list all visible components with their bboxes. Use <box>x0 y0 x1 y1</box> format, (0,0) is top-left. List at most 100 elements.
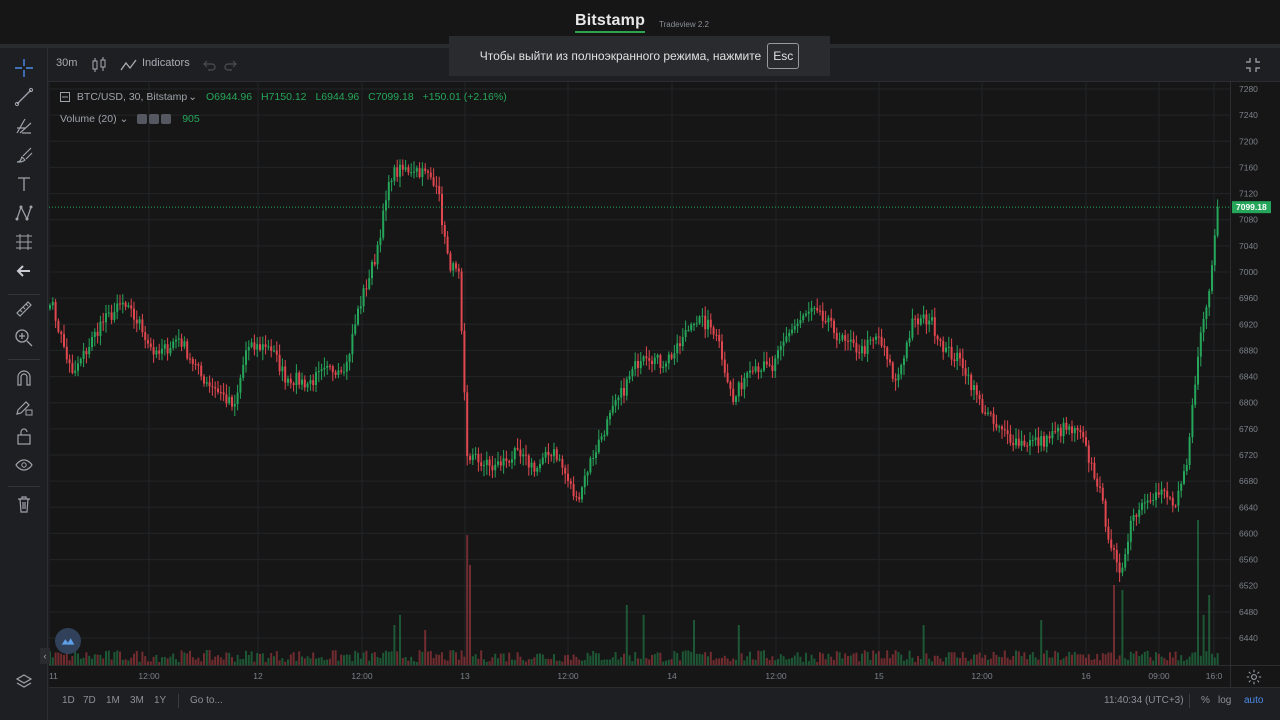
candle-body <box>583 475 586 488</box>
volume-bar <box>1163 658 1166 665</box>
price-chart[interactable] <box>48 82 1230 665</box>
volume-bar <box>1034 657 1037 665</box>
chart-type-button[interactable] <box>90 56 108 74</box>
pattern-tool[interactable] <box>12 201 36 225</box>
candle-body <box>544 451 547 458</box>
candle-body <box>639 361 642 368</box>
time-axis[interactable]: 11 12:00 12 12:00 13 12:00 14 12:00 15 12:00 16 09:… <box>49 665 1230 687</box>
price-tick-label: 6840 <box>1239 372 1258 382</box>
volume-bar <box>875 653 877 665</box>
candle-body <box>149 343 152 348</box>
volume-bar <box>219 657 222 665</box>
volume-bar <box>849 655 852 665</box>
chevron-down-icon[interactable]: ⌄ <box>188 91 198 103</box>
volume-study-title[interactable]: Volume (20) <box>60 113 117 125</box>
chart-pane[interactable] <box>48 82 1230 665</box>
undo-button[interactable] <box>200 56 218 74</box>
chevron-down-icon[interactable]: ⌄ <box>116 113 129 125</box>
candle-body <box>1183 471 1185 484</box>
settings-icon[interactable] <box>149 114 160 125</box>
candle-body <box>505 458 508 462</box>
range-7d[interactable]: 7D <box>83 695 96 706</box>
indicators-button[interactable]: Indicators <box>142 57 190 69</box>
volume-bar <box>653 654 656 665</box>
candle-body <box>1020 440 1023 446</box>
candle-body <box>340 370 343 372</box>
volume-bar <box>917 656 919 665</box>
percent-scale-toggle[interactable]: % <box>1201 695 1210 706</box>
range-1y[interactable]: 1Y <box>154 695 167 706</box>
volume-bar <box>1141 654 1143 665</box>
tradingview-logo-button[interactable] <box>55 628 81 654</box>
candle-body <box>312 380 315 386</box>
crosshair-tool[interactable] <box>12 56 36 80</box>
volume-bar <box>449 650 452 665</box>
candle-body <box>222 392 225 395</box>
range-1m[interactable]: 1M <box>106 695 120 706</box>
candle-body <box>793 325 796 330</box>
volume-bar <box>438 654 441 665</box>
volume-bar <box>513 659 516 665</box>
range-1d[interactable]: 1D <box>62 695 75 706</box>
bitstamp-logo[interactable]: Bitstamp <box>575 12 646 29</box>
symbol-title[interactable]: BTC/USD, 30, Bitstamp <box>76 91 188 103</box>
candle-body <box>707 319 709 330</box>
text-tool[interactable] <box>12 172 36 196</box>
volume-bar <box>757 650 760 665</box>
volume-bar <box>499 653 502 665</box>
candle-body <box>875 336 877 340</box>
volume-bar <box>93 654 96 665</box>
back-tool[interactable] <box>12 259 36 283</box>
lock-tool[interactable] <box>12 424 36 448</box>
candle-body <box>452 263 455 271</box>
volume-bar <box>427 651 429 665</box>
prediction-tool[interactable] <box>12 230 36 254</box>
magnet-tool[interactable] <box>12 366 36 390</box>
candle-body <box>1121 567 1124 573</box>
indicators-icon-wrap[interactable] <box>120 56 138 74</box>
close-icon[interactable] <box>161 114 172 125</box>
ruler-tool[interactable] <box>12 297 36 321</box>
brush-tool[interactable] <box>12 143 36 167</box>
fib-tool[interactable] <box>12 114 36 138</box>
volume-bar <box>1059 659 1062 665</box>
zoom-tool[interactable] <box>12 326 36 350</box>
volume-bar <box>903 660 905 665</box>
fullscreen-button[interactable] <box>1244 56 1262 74</box>
volume-bar <box>768 660 771 665</box>
auto-scale-toggle[interactable]: auto <box>1244 695 1264 706</box>
chart-settings-corner[interactable] <box>1230 665 1280 687</box>
range-3m[interactable]: 3M <box>130 695 144 706</box>
volume-bar <box>765 657 768 665</box>
candle-body <box>161 348 163 354</box>
goto-date-button[interactable]: Go to... <box>190 695 223 706</box>
price-tick-label: 7240 <box>1239 110 1258 120</box>
volume-bar <box>488 661 491 665</box>
candle-body <box>421 168 424 178</box>
series-icon[interactable] <box>60 92 70 103</box>
interval-selector[interactable]: 30m <box>56 57 78 69</box>
candle-body <box>337 370 340 375</box>
candle-body <box>628 376 631 380</box>
volume-bar <box>525 661 527 665</box>
trend-line-tool[interactable] <box>12 85 36 109</box>
eye-toggle-icon[interactable] <box>137 114 148 125</box>
redo-button[interactable] <box>222 56 240 74</box>
lock-drawing-tool[interactable] <box>12 395 36 419</box>
candle-body <box>457 268 460 272</box>
volume-bar <box>186 653 189 665</box>
candle-body <box>152 347 155 355</box>
volume-bar <box>698 653 701 665</box>
price-axis[interactable]: 7280 7240 7200 7160 7120 7080 7040 7000 6960 6920… <box>1230 82 1280 665</box>
volume-bar <box>541 654 544 665</box>
visibility-tool[interactable] <box>12 453 36 477</box>
delete-tool[interactable] <box>12 492 36 516</box>
log-scale-toggle[interactable]: log <box>1218 695 1232 706</box>
volume-bar <box>777 658 779 665</box>
collapse-toolbar-button[interactable]: ‹ <box>40 648 50 664</box>
candle-body <box>894 378 897 381</box>
candle-body <box>133 308 135 320</box>
clock-timezone[interactable]: 11:40:34 (UTC+3) <box>1104 695 1184 706</box>
volume-bar <box>785 659 788 665</box>
object-tree-tool[interactable] <box>12 670 36 694</box>
